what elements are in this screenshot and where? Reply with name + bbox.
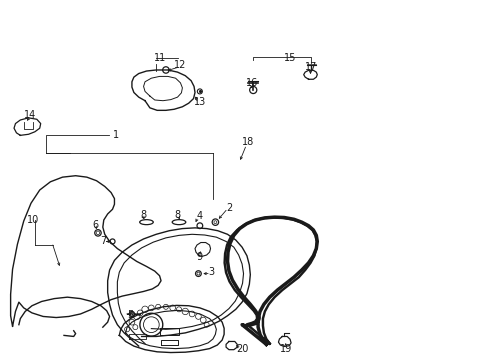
- Text: 20: 20: [235, 343, 248, 354]
- Text: 3: 3: [208, 267, 214, 277]
- Text: 7: 7: [100, 237, 106, 247]
- Text: 15: 15: [284, 53, 296, 63]
- Text: 18: 18: [242, 138, 254, 148]
- Text: 4: 4: [196, 211, 203, 221]
- Text: 16: 16: [245, 78, 257, 88]
- Text: 12: 12: [174, 60, 186, 70]
- Text: 8: 8: [140, 210, 146, 220]
- Text: 1: 1: [113, 130, 119, 140]
- Text: 17: 17: [305, 63, 317, 72]
- Text: 14: 14: [24, 110, 36, 120]
- Text: 8: 8: [174, 210, 180, 220]
- Text: 5: 5: [127, 310, 133, 320]
- Text: 9: 9: [196, 252, 203, 262]
- Text: 11: 11: [153, 53, 165, 63]
- Text: 10: 10: [27, 215, 40, 225]
- Text: 6: 6: [92, 220, 98, 230]
- Text: 13: 13: [193, 97, 205, 107]
- Text: 19: 19: [279, 343, 291, 354]
- Text: 2: 2: [225, 203, 232, 213]
